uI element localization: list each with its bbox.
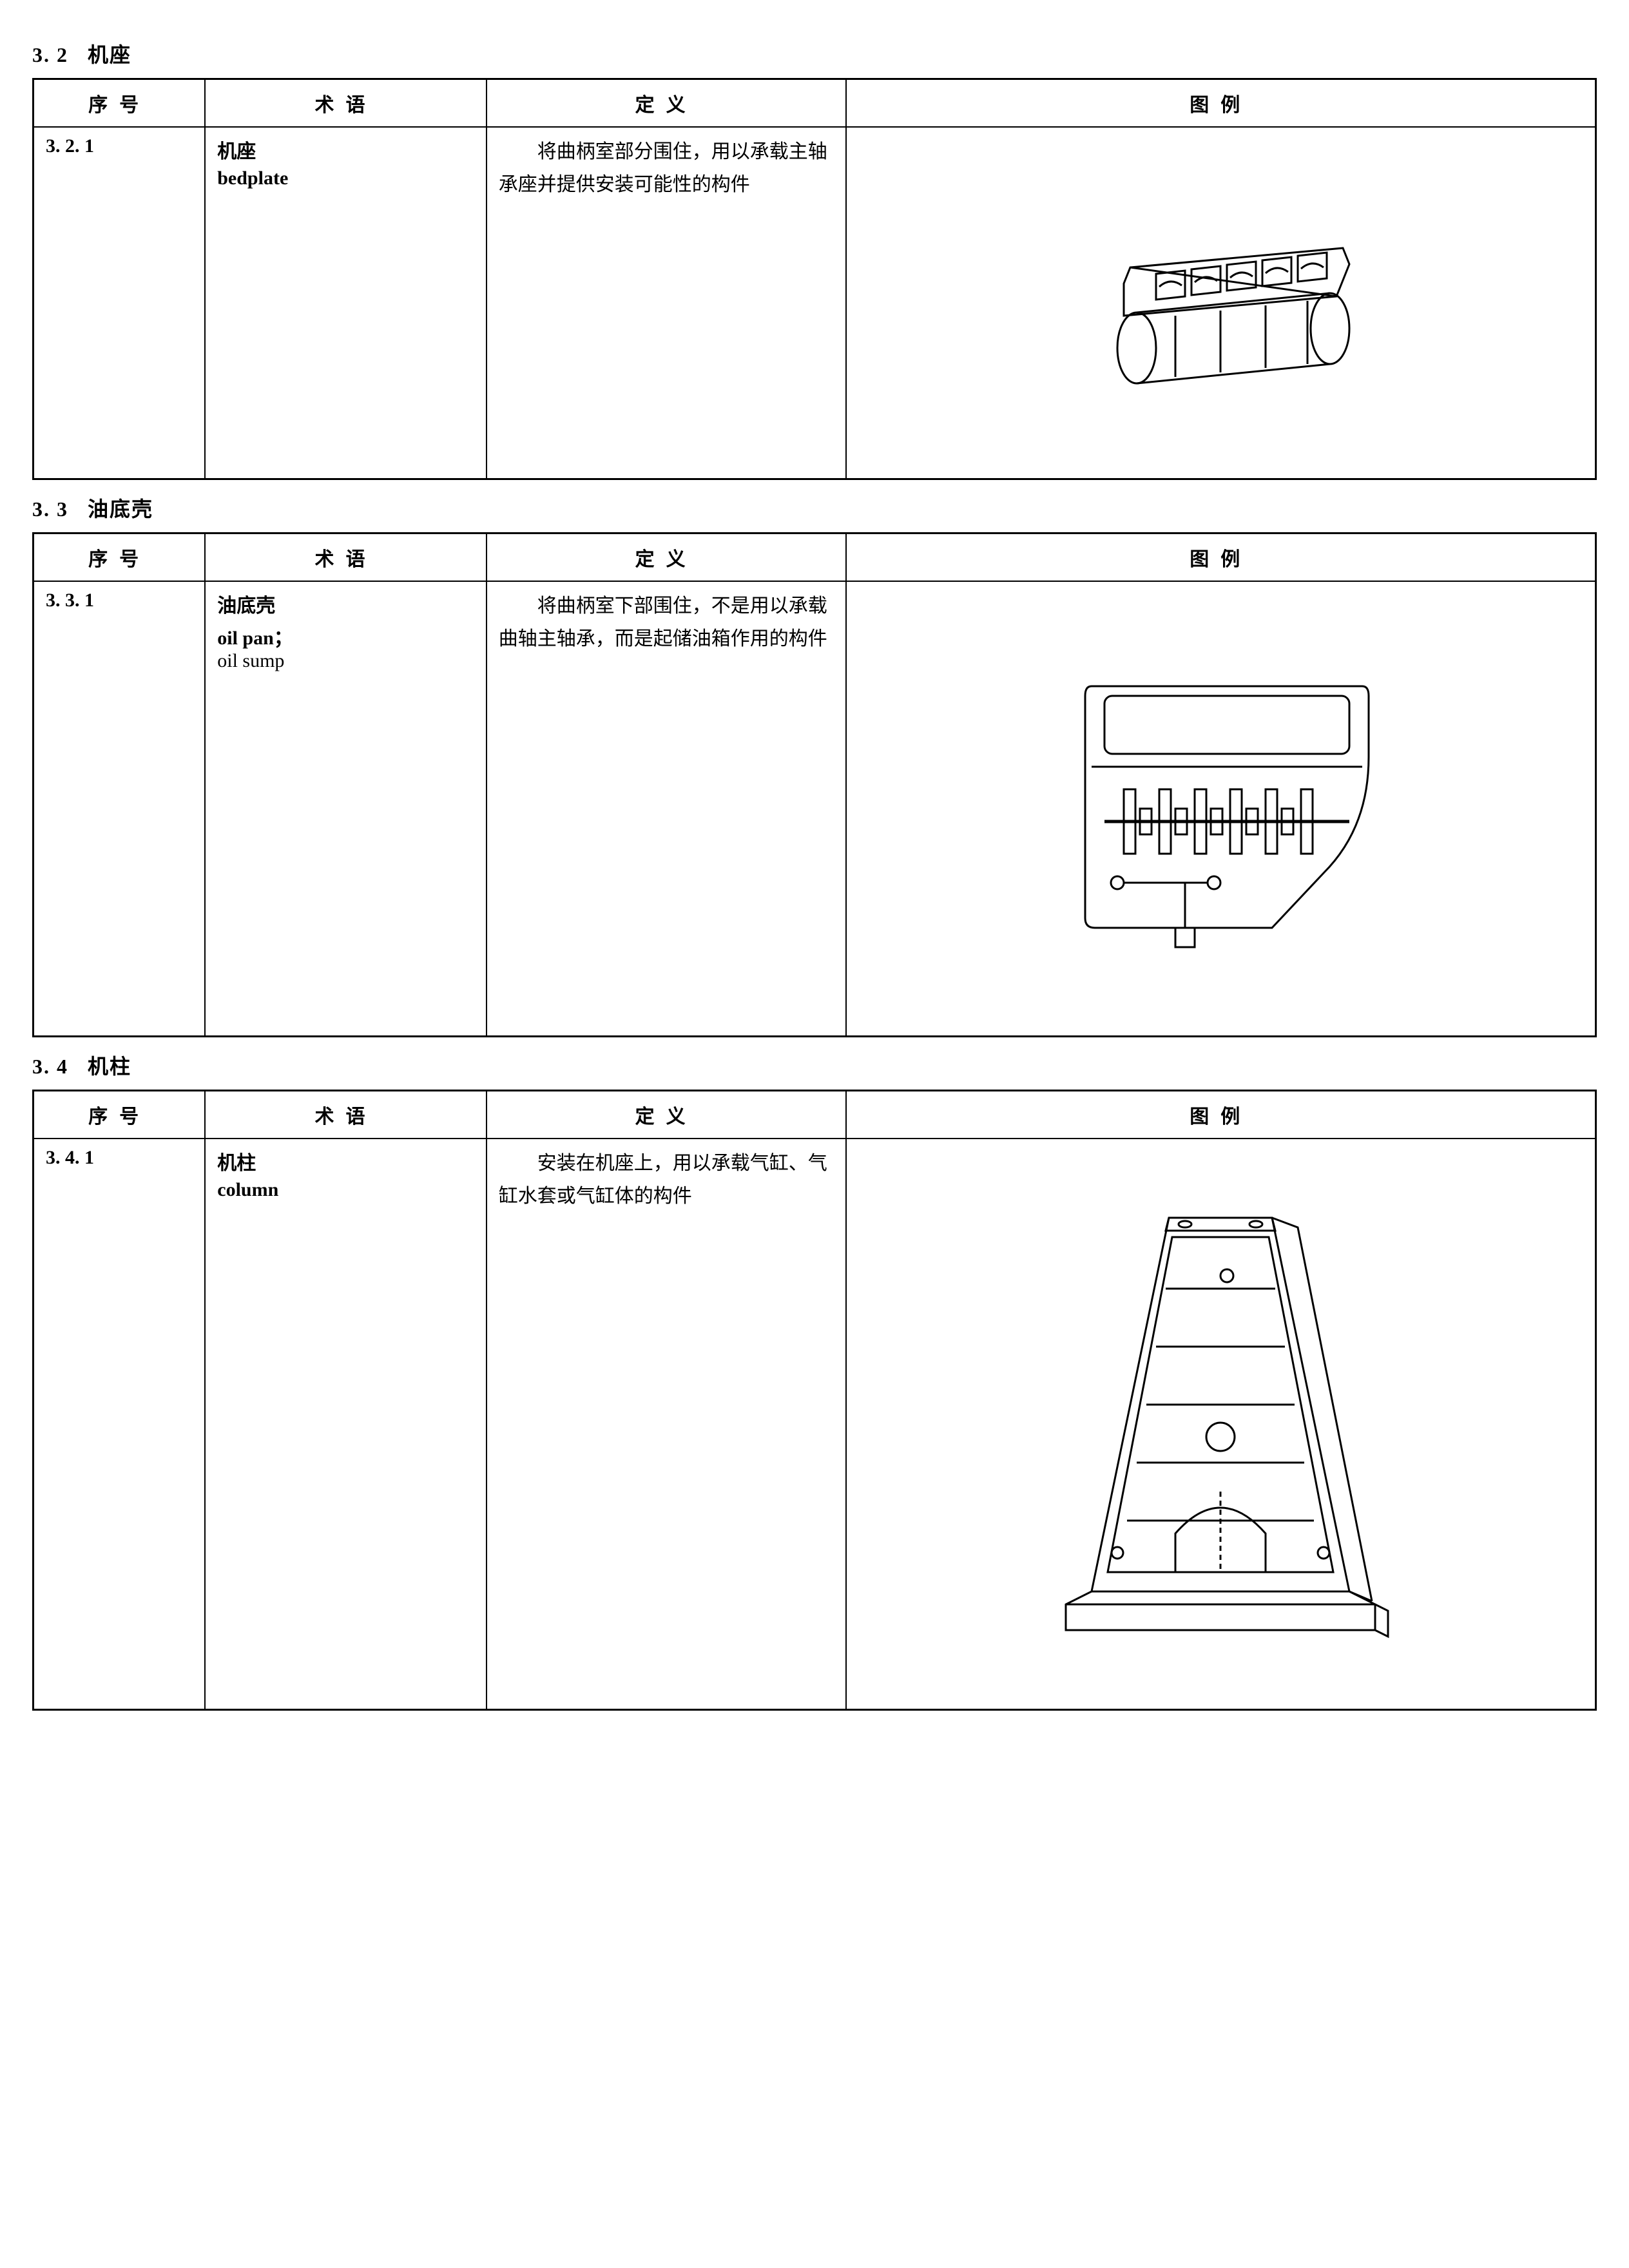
table-header-row: 序号 术语 定义 图例 <box>34 1091 1596 1139</box>
term-chinese: 机柱 <box>217 1147 474 1175</box>
row-illustration <box>846 1139 1596 1710</box>
section-title-34: 3. 4 机柱 <box>32 1050 1597 1080</box>
section-title-33: 3. 3 油底壳 <box>32 493 1597 523</box>
section-name: 机座 <box>88 43 131 66</box>
table-33: 序号 术语 定义 图例 3. 3. 1 油底壳 oil pan； oil sum… <box>32 532 1597 1037</box>
header-term: 术语 <box>205 79 487 128</box>
row-definition: 将曲柄室部分围住，用以承载主轴承座并提供安装可能性的构件 <box>487 127 846 479</box>
header-term: 术语 <box>205 1091 487 1139</box>
definition-text: 将曲柄室部分围住，用以承载主轴承座并提供安装可能性的构件 <box>499 141 827 195</box>
term-english-bold: oil pan； <box>217 622 474 650</box>
section-number: 3. 4 <box>32 1055 68 1078</box>
oil-pan-icon <box>1046 660 1394 957</box>
header-num: 序号 <box>34 79 206 128</box>
header-img: 图例 <box>846 79 1596 128</box>
row-term: 机柱 column <box>205 1139 487 1710</box>
row-term: 油底壳 oil pan； oil sump <box>205 581 487 1037</box>
table-34: 序号 术语 定义 图例 3. 4. 1 机柱 column 安装在机座上，用以承… <box>32 1090 1597 1711</box>
header-num: 序号 <box>34 533 206 582</box>
table-row: 3. 2. 1 机座 bedplate 将曲柄室部分围住，用以承载主轴承座并提供… <box>34 127 1596 479</box>
section-title-32: 3. 2 机座 <box>32 39 1597 68</box>
table-header-row: 序号 术语 定义 图例 <box>34 79 1596 128</box>
header-def: 定义 <box>487 79 846 128</box>
row-number: 3. 3. 1 <box>34 581 206 1037</box>
definition-text: 将曲柄室下部围住，不是用以承载曲轴主轴承，而是起储油箱作用的构件 <box>499 595 827 649</box>
row-illustration <box>846 581 1596 1037</box>
section-name: 油底壳 <box>88 497 153 521</box>
term-english: oil sump <box>217 650 474 672</box>
section-number: 3. 3 <box>32 497 68 521</box>
row-illustration <box>846 127 1596 479</box>
row-definition: 安装在机座上，用以承载气缸、气缸水套或气缸体的构件 <box>487 1139 846 1710</box>
table-row: 3. 4. 1 机柱 column 安装在机座上，用以承载气缸、气缸水套或气缸体… <box>34 1139 1596 1710</box>
term-english-bold: column <box>217 1179 474 1201</box>
header-def: 定义 <box>487 533 846 582</box>
table-header-row: 序号 术语 定义 图例 <box>34 533 1596 582</box>
header-num: 序号 <box>34 1091 206 1139</box>
table-32: 序号 术语 定义 图例 3. 2. 1 机座 bedplate 将曲柄室部分围住… <box>32 78 1597 480</box>
row-term: 机座 bedplate <box>205 127 487 479</box>
section-number: 3. 2 <box>32 43 68 66</box>
header-def: 定义 <box>487 1091 846 1139</box>
table-row: 3. 3. 1 油底壳 oil pan； oil sump 将曲柄室下部围住，不… <box>34 581 1596 1037</box>
header-term: 术语 <box>205 533 487 582</box>
section-name: 机柱 <box>88 1055 131 1078</box>
header-img: 图例 <box>846 533 1596 582</box>
header-img: 图例 <box>846 1091 1596 1139</box>
term-chinese: 机座 <box>217 135 474 164</box>
row-definition: 将曲柄室下部围住，不是用以承载曲轴主轴承，而是起储油箱作用的构件 <box>487 581 846 1037</box>
term-chinese: 油底壳 <box>217 590 474 618</box>
row-number: 3. 4. 1 <box>34 1139 206 1710</box>
term-english-bold: bedplate <box>217 168 474 189</box>
column-icon <box>1040 1192 1401 1656</box>
bedplate-icon <box>1053 213 1388 393</box>
row-number: 3. 2. 1 <box>34 127 206 479</box>
definition-text: 安装在机座上，用以承载气缸、气缸水套或气缸体的构件 <box>499 1153 827 1207</box>
